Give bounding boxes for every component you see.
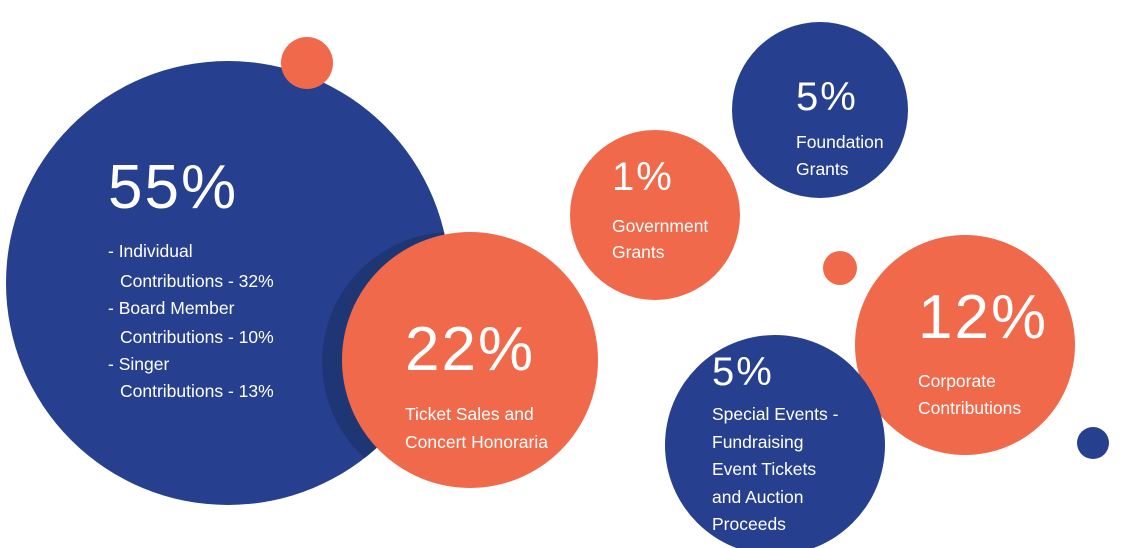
bubble-label: - Board Member [108,298,235,318]
dot [1077,427,1109,459]
bubble-ticket [342,232,598,488]
bubble-label: Contributions - 32% [120,271,274,291]
bubble-value: 12% [918,283,1048,352]
bubble-value: 22% [405,315,535,384]
bubble-corporate [855,235,1075,455]
bubble-label: Contributions - 13% [120,381,274,401]
bubble-label: Government [612,216,708,236]
bubble-label: Corporate [918,371,996,391]
bubble-label: Grants [612,242,665,262]
bubble-events [665,335,885,548]
bubble-value: 5% [712,350,774,394]
bubble-value: 1% [612,155,674,199]
bubble-label: Special Events - [712,404,839,424]
bubble-label: Ticket Sales and [405,404,534,424]
bubble-label: Contributions [918,398,1021,418]
bubble-label: and Auction [712,487,803,507]
bubble-label: Event Tickets [712,459,816,479]
bubble-label: Contributions - 10% [120,327,274,347]
bubble-value: 55% [108,153,238,222]
dot [823,251,857,285]
bubble-label: Proceeds [712,514,786,534]
dot [281,37,333,89]
bubble-government [570,130,740,300]
bubble-label: Fundraising [712,432,803,452]
bubble-value: 5% [796,75,858,119]
bubble-label: Foundation [796,132,884,152]
bubble-label: - Individual [108,241,193,261]
bubble-label: Concert Honoraria [405,432,548,452]
bubble-label: - Singer [108,354,169,374]
bubble-foundation [732,22,908,198]
bubble-label: Grants [796,159,849,179]
